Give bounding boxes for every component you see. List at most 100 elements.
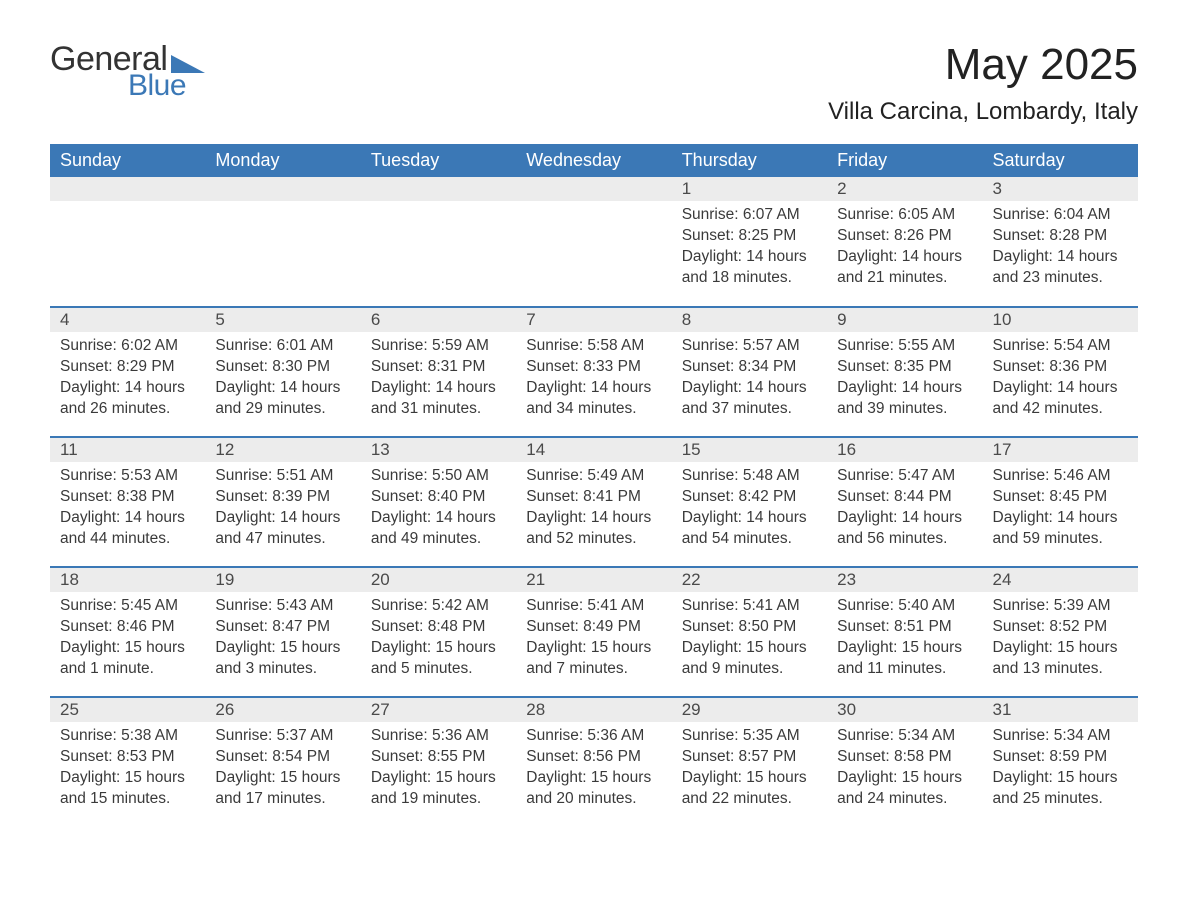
weekday-header: Thursday — [672, 144, 827, 177]
day-day1: Daylight: 14 hours — [682, 378, 817, 399]
day-day1: Daylight: 15 hours — [60, 768, 195, 789]
day-day2: and 34 minutes. — [526, 399, 661, 420]
calendar-day-cell — [205, 177, 360, 307]
day-body: Sunrise: 5:55 AMSunset: 8:35 PMDaylight:… — [827, 332, 982, 428]
calendar-day-cell: 27Sunrise: 5:36 AMSunset: 8:55 PMDayligh… — [361, 697, 516, 827]
day-number — [516, 177, 671, 201]
day-number: 21 — [516, 568, 671, 592]
calendar-day-cell: 2Sunrise: 6:05 AMSunset: 8:26 PMDaylight… — [827, 177, 982, 307]
calendar-week-row: 11Sunrise: 5:53 AMSunset: 8:38 PMDayligh… — [50, 437, 1138, 567]
calendar-day-cell — [50, 177, 205, 307]
day-sunrise: Sunrise: 5:47 AM — [837, 466, 972, 487]
day-number: 25 — [50, 698, 205, 722]
day-body: Sunrise: 5:37 AMSunset: 8:54 PMDaylight:… — [205, 722, 360, 818]
day-sunset: Sunset: 8:55 PM — [371, 747, 506, 768]
day-body: Sunrise: 6:02 AMSunset: 8:29 PMDaylight:… — [50, 332, 205, 428]
calendar-week-row: 1Sunrise: 6:07 AMSunset: 8:25 PMDaylight… — [50, 177, 1138, 307]
day-number: 7 — [516, 308, 671, 332]
day-body: Sunrise: 5:48 AMSunset: 8:42 PMDaylight:… — [672, 462, 827, 558]
day-day2: and 9 minutes. — [682, 659, 817, 680]
calendar-day-cell: 20Sunrise: 5:42 AMSunset: 8:48 PMDayligh… — [361, 567, 516, 697]
day-sunset: Sunset: 8:39 PM — [215, 487, 350, 508]
day-day2: and 7 minutes. — [526, 659, 661, 680]
day-sunrise: Sunrise: 6:01 AM — [215, 336, 350, 357]
day-day1: Daylight: 14 hours — [837, 508, 972, 529]
day-number: 12 — [205, 438, 360, 462]
day-body: Sunrise: 5:53 AMSunset: 8:38 PMDaylight:… — [50, 462, 205, 558]
day-sunrise: Sunrise: 5:37 AM — [215, 726, 350, 747]
day-body: Sunrise: 5:58 AMSunset: 8:33 PMDaylight:… — [516, 332, 671, 428]
day-sunrise: Sunrise: 5:57 AM — [682, 336, 817, 357]
day-number: 17 — [983, 438, 1138, 462]
day-sunset: Sunset: 8:46 PM — [60, 617, 195, 638]
day-day2: and 13 minutes. — [993, 659, 1128, 680]
day-day2: and 44 minutes. — [60, 529, 195, 550]
day-day1: Daylight: 14 hours — [993, 247, 1128, 268]
calendar-day-cell: 24Sunrise: 5:39 AMSunset: 8:52 PMDayligh… — [983, 567, 1138, 697]
day-number: 27 — [361, 698, 516, 722]
day-sunset: Sunset: 8:57 PM — [682, 747, 817, 768]
calendar-day-cell: 29Sunrise: 5:35 AMSunset: 8:57 PMDayligh… — [672, 697, 827, 827]
day-number: 5 — [205, 308, 360, 332]
day-day2: and 23 minutes. — [993, 268, 1128, 289]
day-sunrise: Sunrise: 6:07 AM — [682, 205, 817, 226]
day-body: Sunrise: 5:54 AMSunset: 8:36 PMDaylight:… — [983, 332, 1138, 428]
calendar-day-cell: 30Sunrise: 5:34 AMSunset: 8:58 PMDayligh… — [827, 697, 982, 827]
day-number: 31 — [983, 698, 1138, 722]
weekday-header: Wednesday — [516, 144, 671, 177]
day-sunrise: Sunrise: 5:48 AM — [682, 466, 817, 487]
day-day1: Daylight: 15 hours — [371, 768, 506, 789]
calendar-day-cell: 13Sunrise: 5:50 AMSunset: 8:40 PMDayligh… — [361, 437, 516, 567]
day-sunset: Sunset: 8:50 PM — [682, 617, 817, 638]
title-month: May 2025 — [828, 40, 1138, 90]
day-day2: and 5 minutes. — [371, 659, 506, 680]
calendar-table: Sunday Monday Tuesday Wednesday Thursday… — [50, 144, 1138, 827]
day-day2: and 26 minutes. — [60, 399, 195, 420]
day-day2: and 31 minutes. — [371, 399, 506, 420]
calendar-day-cell: 12Sunrise: 5:51 AMSunset: 8:39 PMDayligh… — [205, 437, 360, 567]
calendar-day-cell: 22Sunrise: 5:41 AMSunset: 8:50 PMDayligh… — [672, 567, 827, 697]
calendar-day-cell: 14Sunrise: 5:49 AMSunset: 8:41 PMDayligh… — [516, 437, 671, 567]
day-sunset: Sunset: 8:40 PM — [371, 487, 506, 508]
day-sunset: Sunset: 8:31 PM — [371, 357, 506, 378]
day-body: Sunrise: 5:43 AMSunset: 8:47 PMDaylight:… — [205, 592, 360, 688]
weekday-header: Tuesday — [361, 144, 516, 177]
calendar-day-cell: 9Sunrise: 5:55 AMSunset: 8:35 PMDaylight… — [827, 307, 982, 437]
day-body: Sunrise: 5:50 AMSunset: 8:40 PMDaylight:… — [361, 462, 516, 558]
day-body: Sunrise: 5:42 AMSunset: 8:48 PMDaylight:… — [361, 592, 516, 688]
day-sunrise: Sunrise: 5:41 AM — [526, 596, 661, 617]
day-sunset: Sunset: 8:36 PM — [993, 357, 1128, 378]
day-body: Sunrise: 5:47 AMSunset: 8:44 PMDaylight:… — [827, 462, 982, 558]
day-body: Sunrise: 5:59 AMSunset: 8:31 PMDaylight:… — [361, 332, 516, 428]
day-day1: Daylight: 14 hours — [60, 508, 195, 529]
day-number — [361, 177, 516, 201]
calendar-day-cell: 10Sunrise: 5:54 AMSunset: 8:36 PMDayligh… — [983, 307, 1138, 437]
day-sunset: Sunset: 8:34 PM — [682, 357, 817, 378]
day-day2: and 52 minutes. — [526, 529, 661, 550]
day-day2: and 19 minutes. — [371, 789, 506, 810]
day-day2: and 15 minutes. — [60, 789, 195, 810]
day-number: 2 — [827, 177, 982, 201]
calendar-day-cell: 16Sunrise: 5:47 AMSunset: 8:44 PMDayligh… — [827, 437, 982, 567]
day-day2: and 17 minutes. — [215, 789, 350, 810]
day-day2: and 49 minutes. — [371, 529, 506, 550]
calendar-day-cell: 8Sunrise: 5:57 AMSunset: 8:34 PMDaylight… — [672, 307, 827, 437]
day-body: Sunrise: 5:36 AMSunset: 8:56 PMDaylight:… — [516, 722, 671, 818]
day-sunset: Sunset: 8:52 PM — [993, 617, 1128, 638]
day-day2: and 1 minute. — [60, 659, 195, 680]
day-sunrise: Sunrise: 5:43 AM — [215, 596, 350, 617]
calendar-day-cell: 15Sunrise: 5:48 AMSunset: 8:42 PMDayligh… — [672, 437, 827, 567]
day-sunrise: Sunrise: 5:36 AM — [526, 726, 661, 747]
day-day1: Daylight: 15 hours — [993, 768, 1128, 789]
day-day1: Daylight: 15 hours — [526, 638, 661, 659]
weekday-header-row: Sunday Monday Tuesday Wednesday Thursday… — [50, 144, 1138, 177]
day-body: Sunrise: 5:40 AMSunset: 8:51 PMDaylight:… — [827, 592, 982, 688]
day-sunrise: Sunrise: 5:50 AM — [371, 466, 506, 487]
title-block: May 2025 Villa Carcina, Lombardy, Italy — [828, 40, 1138, 126]
calendar-day-cell: 18Sunrise: 5:45 AMSunset: 8:46 PMDayligh… — [50, 567, 205, 697]
day-day2: and 42 minutes. — [993, 399, 1128, 420]
day-body: Sunrise: 6:05 AMSunset: 8:26 PMDaylight:… — [827, 201, 982, 297]
day-sunrise: Sunrise: 5:51 AM — [215, 466, 350, 487]
day-day2: and 20 minutes. — [526, 789, 661, 810]
day-day1: Daylight: 15 hours — [60, 638, 195, 659]
